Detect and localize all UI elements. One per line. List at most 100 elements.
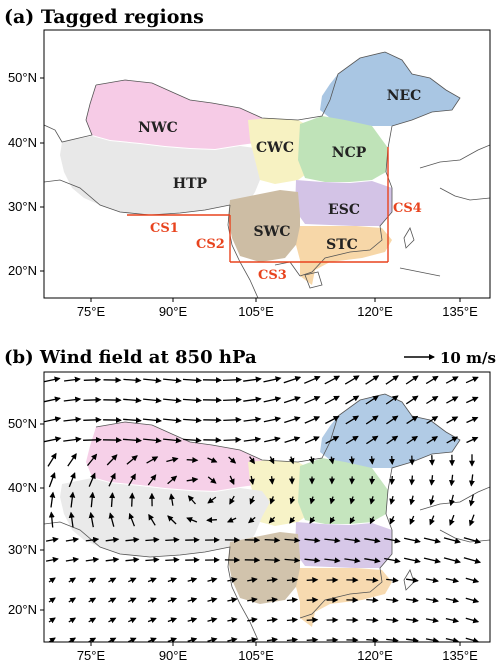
wind-arrow (48, 472, 56, 488)
wind-arrow (283, 396, 301, 404)
label-cs3: CS3 (258, 268, 287, 283)
panel-b-lon-ticks (90, 642, 461, 646)
wind-arrow (348, 456, 355, 465)
wind-arrow (425, 597, 439, 604)
wind-arrow (448, 474, 455, 487)
wind-arrow (147, 474, 157, 486)
panel-a-lon-ticks (90, 298, 461, 302)
wind-arrow (108, 617, 117, 624)
wind-arrow (44, 436, 62, 443)
wind-arrow (146, 456, 159, 464)
wind-arrow (304, 537, 321, 544)
wind-arrow (465, 376, 479, 384)
wind-arrow (324, 557, 341, 564)
wind-arrow (145, 556, 160, 563)
wind-arrow (47, 452, 57, 467)
wind-arrow (243, 396, 262, 403)
wind-arrow (227, 637, 238, 642)
lon-tick-120-b: 120°E (357, 648, 393, 663)
wind-arrow (465, 597, 480, 604)
wind-arrow (68, 637, 77, 642)
wind-arrow (325, 436, 340, 444)
lat-tick-20-a: 20°N (8, 263, 37, 278)
wind-arrow (227, 577, 238, 583)
region-esc-b (295, 522, 392, 568)
wind-arrow (324, 415, 340, 425)
region-nwc (86, 80, 262, 149)
wind-arrow (263, 416, 282, 423)
wind-arrow (286, 577, 299, 583)
wind-arrow (183, 417, 202, 424)
wind-arrow (83, 416, 102, 423)
wind-arrow (123, 397, 142, 404)
label-cs4: CS4 (393, 201, 422, 216)
wind-arrow (445, 376, 459, 384)
land-boundaries (44, 51, 490, 298)
cs-labels: CS1 CS2 CS3 CS4 (150, 201, 422, 283)
region-htp (60, 136, 270, 215)
wind-arrow (143, 397, 162, 404)
wind-arrow (266, 577, 278, 583)
wind-arrow (129, 492, 136, 507)
wind-arrow (226, 517, 237, 523)
wind-arrow (143, 377, 162, 384)
wind-arrow (168, 493, 175, 506)
wind-arrow (369, 476, 376, 485)
wind-arrow (187, 495, 196, 505)
wind-arrow (163, 397, 182, 404)
region-esc (295, 180, 392, 226)
wind-arrow (248, 475, 255, 485)
wind-arrow (466, 416, 479, 424)
wind-arrow (249, 495, 256, 505)
wind-arrow (445, 577, 460, 584)
wind-arrow (446, 416, 459, 424)
wind-scale-label: 10 m/s (440, 349, 496, 367)
panel-b-title: (b) Wind field at 850 hPa (4, 347, 257, 368)
lat-tick-50-a: 50°N (8, 70, 37, 85)
wind-arrow (249, 456, 255, 465)
wind-arrow (187, 617, 198, 624)
wind-arrow (207, 577, 218, 583)
wind-arrow (304, 416, 321, 424)
wind-arrow (227, 597, 238, 603)
wind-arrow (247, 597, 258, 603)
wind-arrow (286, 617, 299, 623)
wind-arrow (248, 516, 256, 524)
wind-arrow (128, 617, 137, 624)
wind-arrow (266, 637, 278, 642)
wind-arrow (386, 617, 399, 624)
lat-tick-50-b: 50°N (8, 416, 37, 431)
wind-arrow (243, 416, 262, 423)
wind-arrow (223, 416, 242, 423)
wind-arrow (147, 597, 157, 604)
wind-arrow (463, 557, 482, 564)
wind-arrow (68, 617, 77, 624)
wind-arrow (445, 597, 460, 604)
wind-arrow (49, 491, 56, 508)
wind-arrow (304, 557, 321, 564)
wind-arrow (329, 516, 336, 524)
wind-arrow (123, 377, 142, 384)
wind-arrow (167, 637, 178, 642)
lon-tick-75-a: 75°E (77, 304, 106, 319)
wind-arrow (345, 435, 359, 445)
wind-arrow (65, 536, 80, 543)
lon-tick-135-a: 135°E (442, 304, 478, 319)
wind-arrow (268, 516, 276, 524)
wind-arrow (167, 475, 178, 485)
wind-arrow (406, 637, 419, 642)
wind-arrow (108, 577, 117, 584)
wind-arrow (183, 437, 202, 444)
wind-arrow (48, 617, 56, 624)
wind-arrow (182, 377, 202, 384)
region-cwc (248, 118, 312, 184)
wind-arrow (366, 637, 379, 642)
wind-arrow (465, 577, 480, 584)
lat-tick-20-b: 20°N (8, 602, 37, 617)
wind-arrow (44, 396, 61, 403)
wind-arrow (344, 375, 360, 385)
wind-arrow (369, 516, 376, 525)
wind-arrow (368, 456, 375, 465)
wind-arrow (364, 557, 381, 564)
wind-arrow (88, 617, 97, 624)
